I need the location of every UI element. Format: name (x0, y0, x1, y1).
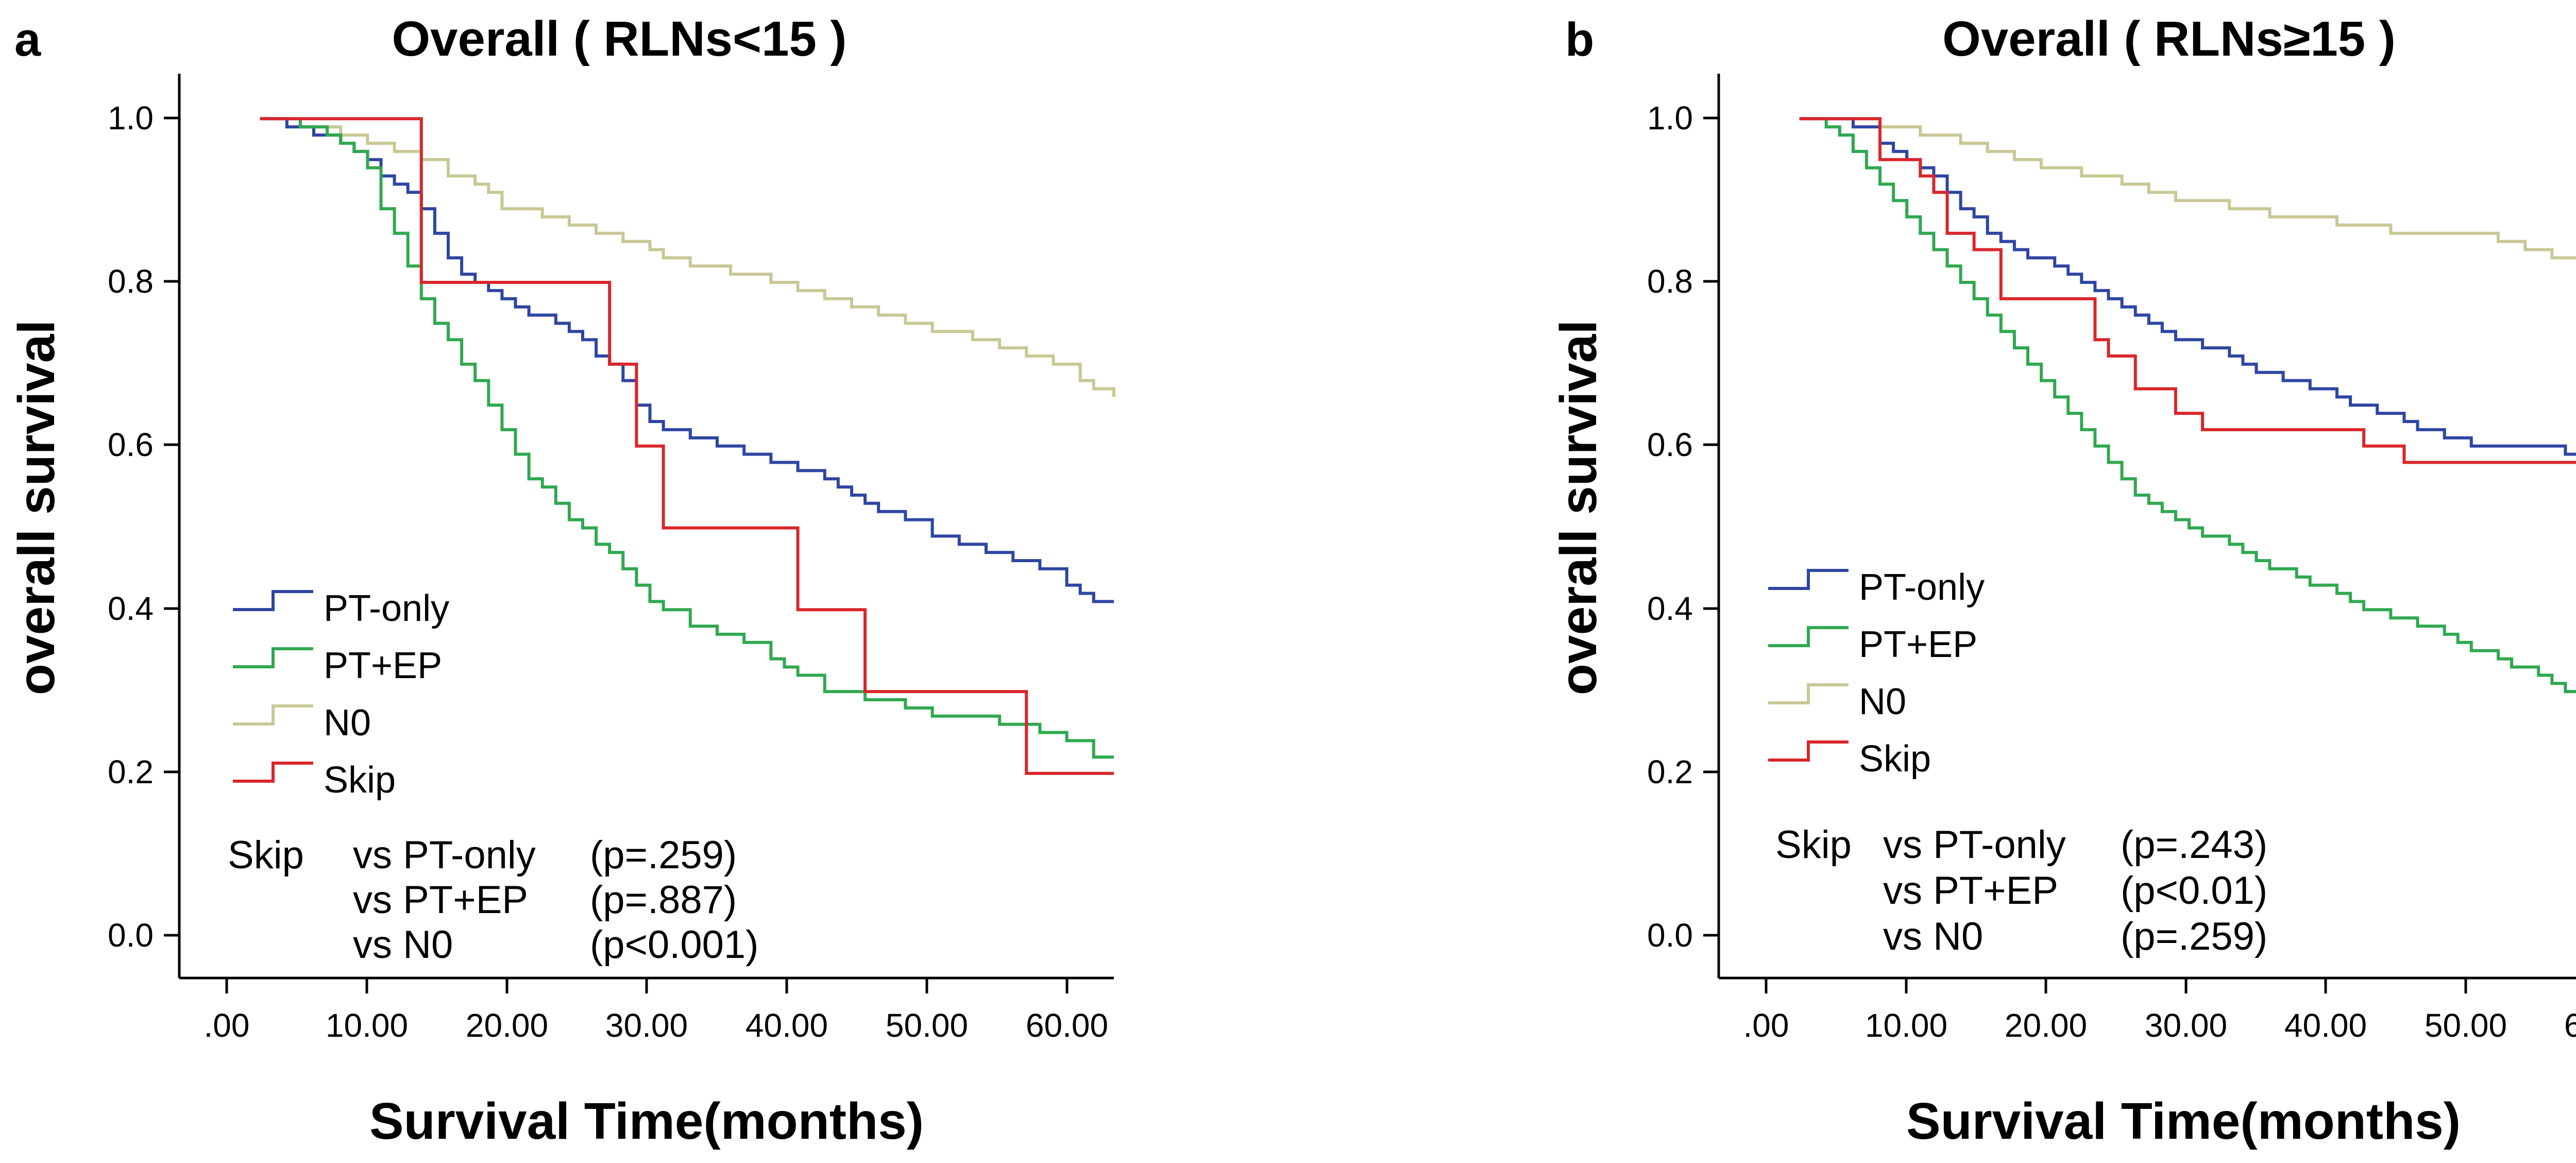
panel-a-annotation-comparison: vs PT+EP (353, 878, 528, 922)
panel-b-legend-n0-label: N0 (1859, 681, 1906, 722)
panel-a-x-tick-labels: .00 10.00 20.00 30.00 40.00 50.00 60.00 (204, 1007, 1109, 1044)
panel-b-annotation-pvalue: (p=.259) (2121, 915, 2267, 958)
panel-a-x-tick-label: 30.00 (605, 1007, 688, 1044)
panel-a-legend-skip-swatch (233, 762, 313, 783)
panel-a-y-tick-label: 0.6 (108, 426, 154, 463)
panel-a-annotation-pvalue: (p=.259) (590, 833, 737, 877)
panel-a-y-ticks (164, 116, 179, 937)
panel-b-series-skip-line (1799, 117, 2576, 464)
panel-b-y-tick-label: 0.4 (1647, 590, 1693, 627)
panel-b-annotation-comparison: vs PT+EP (1883, 869, 2058, 913)
panel-a-x-tick-label: 50.00 (886, 1007, 968, 1044)
panel-a: a Overall ( RLNs<15 ) overall survival S… (8, 11, 1115, 1150)
panel-b-legend-pt-only-label: PT-only (1859, 567, 1985, 608)
panel-b-annotation: Skip vs PT-only (p=.243) vs PT+EP (p<0.0… (1775, 823, 2267, 958)
panel-a-y-tick-labels: 0.0 0.2 0.4 0.6 0.8 1.0 (108, 99, 154, 954)
panel-b-legend-pt-ep-swatch (1768, 626, 1849, 647)
panel-a-legend-n0-swatch (233, 704, 313, 726)
panel-a-annotation: Skip vs PT-only (p=.259) vs PT+EP (p=.88… (228, 833, 758, 967)
panel-b-x-tick-label: .00 (1743, 1007, 1789, 1044)
panel-b-series-pt-ep-line (1799, 117, 2576, 694)
panel-b-legend-n0-swatch (1768, 683, 1849, 704)
panel-b-annotation-comparison: vs PT-only (1883, 823, 2066, 867)
panel-b-x-tick-labels: .00 10.00 20.00 30.00 40.00 50.00 60.00 (1743, 1007, 2576, 1044)
panel-a-y-tick-label: 0.0 (108, 917, 154, 954)
panel-b-legend-skip-label: Skip (1859, 738, 1931, 780)
panel-b-y-tick-label: 0.8 (1647, 263, 1693, 300)
panel-a-annotation-comparison: vs N0 (353, 923, 453, 967)
panel-a-legend: PT-only PT+EP N0 Skip (233, 588, 449, 801)
panel-a-series-n0-line (260, 117, 1115, 397)
panel-b-title: Overall ( RLNs≥15 ) (1942, 11, 2396, 66)
panel-a-y-tick-label: 0.4 (108, 590, 154, 627)
panel-b-legend-pt-ep-label: PT+EP (1859, 624, 1977, 665)
panel-a-legend-pt-ep-label: PT+EP (324, 645, 442, 686)
panel-a-x-ticks (225, 978, 1069, 993)
panel-b-x-tick-label: 10.00 (1865, 1007, 1947, 1044)
panel-b-x-tick-label: 20.00 (2005, 1007, 2087, 1044)
panel-b: b Overall ( RLNs≥15 ) overall survival S… (1550, 11, 2576, 1150)
panel-b-letter: b (1565, 13, 1594, 66)
panel-b-annotation-group: Skip (1775, 823, 1852, 867)
panel-b-series-pt-only-line (1799, 117, 2576, 456)
panel-b-annotation-pvalue: (p<0.01) (2121, 869, 2267, 913)
panel-a-series-skip-line (260, 117, 1114, 775)
panel-b-x-tick-label: 60.00 (2564, 1007, 2576, 1044)
panel-b-y-tick-label: 1.0 (1647, 99, 1693, 137)
panel-a-annotation-pvalue: (p<0.001) (590, 923, 758, 967)
panel-a-series-pt-only-line (260, 117, 1114, 603)
panel-a-y-axis-label: overall survival (8, 320, 65, 695)
panel-a-letter: a (14, 13, 41, 66)
panel-b-y-axis-label: overall survival (1550, 320, 1607, 695)
panel-b-legend-skip-swatch (1768, 740, 1849, 762)
panel-b-x-ticks (1765, 978, 2467, 993)
panel-a-y-tick-label: 1.0 (108, 99, 154, 137)
panel-b-x-axis-label: Survival Time(months) (1906, 1092, 2461, 1150)
panel-a-x-tick-label: .00 (204, 1007, 250, 1044)
panel-b-y-tick-labels: 0.0 0.2 0.4 0.6 0.8 1.0 (1647, 99, 1693, 954)
panel-a-x-tick-label: 60.00 (1026, 1007, 1108, 1044)
panel-a-x-tick-label: 10.00 (326, 1007, 408, 1044)
panel-a-x-axis-label: Survival Time(months) (369, 1092, 924, 1150)
panel-a-legend-n0-label: N0 (324, 702, 371, 744)
panel-a-annotation-comparison: vs PT-only (353, 833, 536, 877)
panel-a-series (260, 117, 1115, 775)
panel-b-y-tick-label: 0.2 (1647, 753, 1693, 790)
panel-b-legend-pt-only-swatch (1768, 569, 1849, 590)
panel-b-x-tick-label: 50.00 (2425, 1007, 2507, 1044)
panel-a-annotation-group: Skip (228, 833, 304, 877)
panel-b-annotation-pvalue: (p=.243) (2121, 823, 2267, 867)
panel-b-x-tick-label: 30.00 (2145, 1007, 2227, 1044)
panel-b-annotation-comparison: vs N0 (1883, 915, 1983, 958)
panel-a-legend-skip-label: Skip (324, 760, 396, 801)
panel-b-series-n0-line (1799, 117, 2576, 260)
panel-b-y-tick-label: 0.0 (1647, 917, 1693, 954)
panel-a-legend-pt-only-swatch (233, 590, 313, 611)
panel-a-x-tick-label: 40.00 (745, 1007, 828, 1044)
panel-a-y-tick-label: 0.8 (108, 263, 154, 300)
panel-a-legend-pt-only-label: PT-only (324, 588, 449, 629)
panel-b-y-tick-label: 0.6 (1647, 426, 1693, 463)
panel-b-x-tick-label: 40.00 (2284, 1007, 2367, 1044)
panel-b-series (1799, 117, 2576, 694)
panel-a-title: Overall ( RLNs<15 ) (392, 11, 846, 66)
panel-a-x-tick-label: 20.00 (466, 1007, 548, 1044)
panel-a-annotation-pvalue: (p=.887) (590, 878, 737, 922)
panel-b-y-ticks (1703, 116, 1719, 937)
panel-b-legend: PT-only PT+EP N0 Skip (1768, 567, 1985, 780)
panel-a-y-tick-label: 0.2 (108, 753, 154, 790)
panel-a-legend-pt-ep-swatch (233, 647, 313, 668)
